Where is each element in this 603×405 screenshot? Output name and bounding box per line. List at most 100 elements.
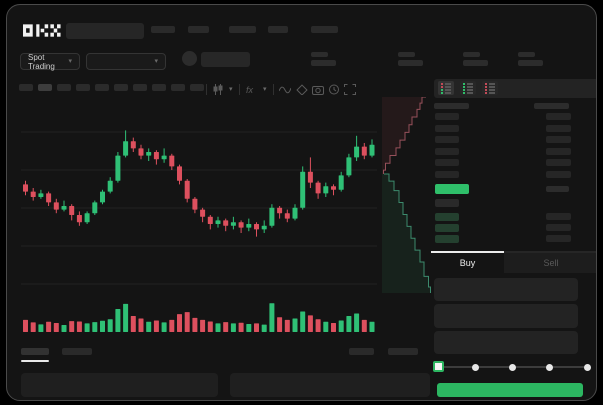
price-input[interactable]	[434, 278, 578, 301]
orderbook-view-bids-icon[interactable]	[460, 81, 476, 95]
timeframe-pill[interactable]	[171, 84, 185, 91]
ask-row-amount	[546, 113, 571, 120]
tab-buy[interactable]: Buy	[431, 251, 504, 273]
tab-sell[interactable]: Sell	[504, 251, 596, 273]
eraser-tool-icon[interactable]	[296, 84, 308, 95]
spread-row	[435, 199, 459, 207]
book-icon-line	[445, 89, 451, 91]
orderbook-col-header-amount	[534, 103, 569, 109]
timeframe-bar	[19, 84, 209, 92]
buy-submit-button[interactable]	[437, 383, 583, 397]
ticker-stat-label	[398, 52, 415, 57]
book-icon-line	[445, 83, 451, 85]
timeframe-pill[interactable]	[95, 84, 109, 91]
amount-slider[interactable]	[431, 357, 596, 377]
total-input[interactable]	[434, 331, 578, 354]
chart-type-icon[interactable]	[212, 84, 224, 95]
nav-item[interactable]	[229, 26, 256, 33]
ticker-stat-value	[311, 60, 336, 66]
book-icon-dot	[441, 92, 443, 94]
ticker-stat-value	[518, 60, 543, 66]
nav-item[interactable]	[311, 26, 338, 33]
bid-row-price[interactable]	[435, 235, 459, 243]
bottom-tab-orders[interactable]	[62, 348, 92, 355]
orderbook-view-combined-icon[interactable]	[438, 81, 454, 95]
camera-icon[interactable]	[312, 84, 324, 95]
slider-stop-dot[interactable]	[583, 363, 591, 371]
timeframe-pill[interactable]	[133, 84, 147, 91]
ask-row-amount	[546, 159, 571, 167]
slider-stop-dot[interactable]	[546, 363, 554, 371]
fullscreen-icon[interactable]	[344, 84, 356, 95]
amount-input[interactable]	[434, 304, 578, 328]
coin-icon	[182, 51, 197, 66]
timeframe-pill[interactable]	[38, 84, 52, 91]
ticker-stat-label	[518, 52, 535, 57]
book-icon-line	[467, 92, 473, 94]
bottom-tab-positions[interactable]	[21, 348, 49, 355]
book-icon-line	[489, 83, 495, 85]
orderbook-view-asks-icon[interactable]	[482, 81, 498, 95]
ticker-stat-label	[311, 52, 328, 57]
wave-line-tool-icon[interactable]	[279, 84, 291, 95]
toolbar-divider	[206, 84, 207, 95]
book-icon-line	[489, 89, 495, 91]
indicators-icon[interactable]: fx	[246, 84, 258, 95]
depth-chart[interactable]	[382, 97, 432, 293]
book-icon-line	[445, 92, 451, 94]
timeframe-pill[interactable]	[190, 84, 204, 91]
candlestick-chart[interactable]	[21, 97, 377, 293]
chart-type-chevron-icon[interactable]: ▾	[229, 86, 233, 93]
ask-row-price[interactable]	[435, 124, 459, 132]
book-icon-line	[445, 86, 451, 88]
book-icon-line	[467, 83, 473, 85]
timeframe-pill[interactable]	[76, 84, 90, 91]
ask-row-price[interactable]	[435, 136, 459, 144]
ask-row-price[interactable]	[435, 159, 459, 167]
search-bar[interactable]	[66, 23, 144, 39]
bid-row-price[interactable]	[435, 213, 459, 221]
market-type-label: Spot Trading	[28, 52, 55, 71]
nav-item[interactable]	[151, 26, 175, 33]
ask-row-price[interactable]	[435, 113, 459, 120]
timeframe-pill[interactable]	[57, 84, 71, 91]
timeframe-pill[interactable]	[114, 84, 128, 91]
book-icon-line	[467, 89, 473, 91]
ask-row-price[interactable]	[435, 171, 459, 178]
book-icon-line	[489, 92, 495, 94]
timeframe-pill[interactable]	[152, 84, 166, 91]
bottom-right-control[interactable]	[388, 348, 418, 355]
nav-item[interactable]	[268, 26, 288, 33]
book-icon-dot	[463, 86, 465, 88]
ask-row-amount	[546, 171, 571, 178]
bid-row-price[interactable]	[435, 224, 459, 232]
ask-row-price[interactable]	[435, 147, 459, 155]
app-window: Spot Trading ▾ ▾ ▾ fx ▾	[6, 4, 597, 401]
orderbook[interactable]	[431, 98, 596, 250]
svg-text:fx: fx	[246, 85, 254, 95]
indicators-chevron-icon[interactable]: ▾	[263, 86, 267, 93]
bottom-panel-right	[230, 373, 430, 397]
book-icon-dot	[463, 89, 465, 91]
bottom-tab-active-underline	[21, 360, 49, 362]
book-icon-dot	[485, 86, 487, 88]
book-icon-dot	[463, 83, 465, 85]
bid-row-amount	[546, 224, 571, 231]
bottom-right-control[interactable]	[349, 348, 374, 355]
timeframe-pill[interactable]	[19, 84, 33, 91]
book-icon-line	[467, 86, 473, 88]
tab-buy-label: Buy	[459, 258, 476, 268]
book-icon-dot	[441, 89, 443, 91]
nav-item[interactable]	[188, 26, 209, 33]
market-type-dropdown[interactable]: Spot Trading ▾	[20, 52, 80, 71]
book-icon-dot	[441, 83, 443, 85]
pair-dropdown[interactable]: ▾	[86, 53, 166, 70]
slider-stop-dot[interactable]	[471, 363, 479, 371]
tab-sell-label: Sell	[543, 258, 559, 268]
slider-handle[interactable]	[433, 361, 444, 372]
ticker-stat-value	[463, 60, 488, 66]
slider-stop-dot[interactable]	[509, 363, 516, 371]
history-clock-icon[interactable]	[328, 84, 340, 95]
toolbar-divider	[239, 84, 240, 95]
